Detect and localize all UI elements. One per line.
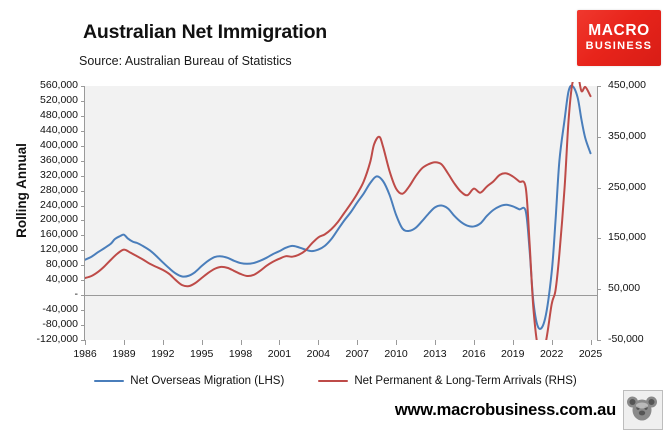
y-axis-tick-label-right: 150,000 — [608, 231, 646, 244]
y-axis-tick-mark-left — [81, 86, 85, 87]
y-axis-tick-label-right: 50,000 — [608, 282, 641, 295]
y-axis-tick-mark-left — [81, 265, 85, 266]
y-axis-tick-mark-left — [81, 206, 85, 207]
y-axis-tick-mark-left — [81, 325, 85, 326]
y-axis-tick-label-left: -80,000 — [42, 318, 78, 331]
y-axis-spine-left — [84, 86, 85, 341]
chart-source-note: Source: Australian Bureau of Statistics — [79, 54, 292, 68]
y-axis-tick-label-left: 80,000 — [45, 258, 78, 271]
plot-area-background — [85, 86, 597, 340]
y-axis-tick-mark-right — [597, 86, 601, 87]
x-axis-tick-label: 2004 — [306, 348, 330, 360]
x-axis-tick-mark — [513, 340, 514, 345]
y-axis-tick-mark-right — [597, 340, 601, 341]
legend-item-net-permanent-long-term-arrivals: Net Permanent & Long-Term Arrivals (RHS) — [318, 375, 577, 387]
y-axis-tick-label-left: 120,000 — [40, 243, 78, 256]
y-axis-tick-mark-right — [597, 289, 601, 290]
legend-label-net-overseas-migration: Net Overseas Migration (LHS) — [130, 375, 285, 387]
y-axis-tick-mark-left — [81, 280, 85, 281]
y-axis-tick-mark-left — [81, 101, 85, 102]
y-axis-tick-label-left: 440,000 — [40, 123, 78, 136]
y-axis-tick-label-left: 200,000 — [40, 213, 78, 226]
y-axis-tick-label-left: 320,000 — [40, 168, 78, 181]
x-axis-tick-mark — [318, 340, 319, 345]
y-axis-tick-label-right: -50,000 — [608, 333, 644, 345]
x-axis-tick-label: 2019 — [501, 348, 525, 360]
y-axis-tick-label-left: -40,000 — [42, 303, 78, 316]
x-axis-tick-mark — [474, 340, 475, 345]
x-axis-tick-label: 2025 — [578, 348, 603, 360]
x-axis-tick-mark — [124, 340, 125, 345]
logo-line-2: BUSINESS — [585, 39, 653, 52]
y-axis-tick-mark-left — [81, 340, 85, 341]
y-axis-tick-label-left: - — [74, 288, 79, 301]
x-axis-tick-label: 2001 — [267, 348, 292, 360]
y-axis-tick-mark-left — [81, 176, 85, 177]
y-axis-tick-mark-left — [81, 116, 85, 117]
x-axis-tick-mark — [163, 340, 164, 345]
x-axis-tick-label: 1998 — [228, 348, 253, 360]
x-axis-tick-mark — [202, 340, 203, 345]
y-axis-tick-mark-left — [81, 220, 85, 221]
y-axis-tick-label-left: 520,000 — [40, 93, 78, 106]
page-title: Australian Net Immigration — [83, 21, 328, 43]
x-axis-tick-mark — [396, 340, 397, 345]
y-axis-tick-mark-left — [81, 295, 85, 296]
chart-legend: Net Overseas Migration (LHS) Net Permane… — [0, 375, 671, 387]
y-axis-tick-label-left: 560,000 — [40, 79, 78, 91]
y-axis-tick-mark-left — [81, 191, 85, 192]
legend-swatch-blue — [94, 379, 125, 383]
y-axis-tick-label-right: 450,000 — [608, 79, 646, 91]
legend-item-net-overseas-migration: Net Overseas Migration (LHS) — [94, 375, 284, 387]
website-url: www.macrobusiness.com.au — [394, 401, 616, 419]
y-axis-tick-mark-left — [81, 146, 85, 147]
y-axis-tick-mark-left — [81, 250, 85, 251]
koala-icon — [623, 390, 663, 430]
y-axis-tick-label-left: -120,000 — [36, 333, 78, 345]
x-axis-tick-label: 2007 — [345, 348, 369, 360]
y-axis-tick-mark-right — [597, 137, 601, 138]
y-axis-tick-mark-right — [597, 238, 601, 239]
x-axis-tick-label: 1995 — [189, 348, 214, 360]
x-axis-tick-label: 2022 — [539, 348, 564, 360]
x-axis-tick-mark — [279, 340, 280, 345]
y-axis-tick-label-left: 160,000 — [40, 228, 78, 241]
macrobusiness-logo: MACRO BUSINESS — [577, 10, 661, 66]
zero-baseline — [85, 295, 597, 296]
y-axis-tick-mark-right — [597, 188, 601, 189]
x-axis-tick-label: 2016 — [462, 348, 486, 360]
x-axis-tick-label: 2013 — [423, 348, 447, 360]
y-axis-tick-label-left: 480,000 — [40, 108, 78, 121]
x-axis-tick-mark — [435, 340, 436, 345]
x-axis-tick-mark — [241, 340, 242, 345]
y-axis-tick-mark-left — [81, 131, 85, 132]
legend-label-net-permanent-long-term-arrivals: Net Permanent & Long-Term Arrivals (RHS) — [354, 375, 577, 387]
y-axis-tick-label-left: 280,000 — [40, 183, 78, 196]
x-axis-tick-label: 1986 — [73, 348, 97, 360]
y-axis-tick-label-left: 360,000 — [40, 153, 78, 166]
legend-swatch-red — [318, 379, 349, 383]
x-axis-tick-mark — [357, 340, 358, 345]
logo-line-1: MACRO — [588, 21, 650, 39]
x-axis-tick-label: 1989 — [112, 348, 136, 360]
y-axis-tick-label-left: 40,000 — [45, 273, 78, 286]
y-axis-tick-mark-left — [81, 235, 85, 236]
y-axis-spine-right — [597, 86, 598, 341]
x-axis-tick-mark — [85, 340, 86, 345]
y-axis-tick-label-left: 240,000 — [40, 198, 78, 211]
y-axis-tick-mark-left — [81, 161, 85, 162]
x-axis-tick-label: 1992 — [151, 348, 175, 360]
x-axis-tick-mark — [591, 340, 592, 345]
x-axis-tick-label: 2010 — [384, 348, 408, 360]
x-axis-tick-mark — [552, 340, 553, 345]
y-axis-tick-mark-left — [81, 310, 85, 311]
y-axis-tick-label-right: 250,000 — [608, 180, 646, 193]
y-axis-tick-label-left: 400,000 — [40, 138, 78, 151]
y-axis-tick-label-right: 350,000 — [608, 129, 646, 142]
